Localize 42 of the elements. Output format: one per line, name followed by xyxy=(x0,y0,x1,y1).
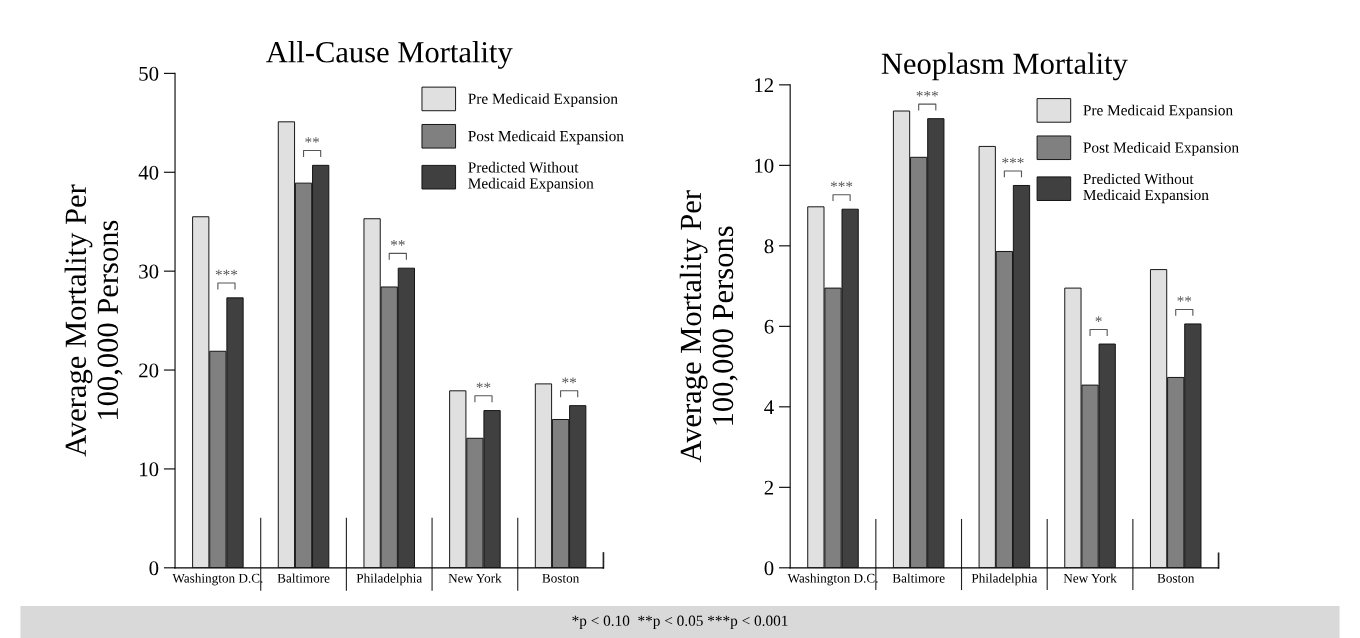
x-tick-label: Philadelphia xyxy=(971,573,1038,586)
y-axis-title: Average Mortality Per 100,000 Persons xyxy=(679,190,738,463)
legend-label: Predicted Without Medicaid Expansion xyxy=(1083,173,1209,204)
chart-title: All-Cause Mortality xyxy=(266,41,513,69)
annotation: ** xyxy=(562,377,577,384)
x-tick-label: Baltimore xyxy=(277,573,330,583)
x-tick-label: New York xyxy=(1063,573,1117,583)
annotation: *** xyxy=(1002,157,1024,164)
y-tick-label: 12 xyxy=(755,78,774,93)
y-tick-label: 10 xyxy=(755,158,774,173)
text: *p < 0.10 **p < 0.05 ***p < 0.001 xyxy=(572,615,788,629)
y-tick-label: 6 xyxy=(764,319,774,334)
y-tick-label: 10 xyxy=(140,462,159,477)
legend-label: Pre Medicaid Expansion xyxy=(1083,104,1233,119)
y-tick-label: 4 xyxy=(764,400,774,415)
x-tick-label: New York xyxy=(448,573,502,583)
x-tick-label: Boston xyxy=(1157,573,1195,583)
x-tick-label: Boston xyxy=(542,573,580,583)
annotation: *** xyxy=(916,90,938,97)
y-tick-label: 50 xyxy=(139,66,159,81)
legend-label: Pre Medicaid Expansion xyxy=(468,93,618,108)
legend-label: Post Medicaid Expansion xyxy=(1083,142,1239,156)
legend-label: Post Medicaid Expansion xyxy=(468,130,624,145)
y-tick-label: 20 xyxy=(139,363,159,378)
annotation: ** xyxy=(390,240,405,246)
annotation: ** xyxy=(1177,296,1192,302)
y-tick-label: 2 xyxy=(764,480,774,495)
y-tick-label: 8 xyxy=(764,239,774,254)
annotation: *** xyxy=(215,269,238,276)
y-axis-title: Average Mortality Per 100,000 Persons xyxy=(64,184,123,457)
y-tick-label: 0 xyxy=(764,561,774,576)
x-tick-label: Philadelphia xyxy=(356,573,423,586)
chart-title: Neoplasm Mortality xyxy=(881,52,1128,81)
y-tick-label: 0 xyxy=(149,561,159,576)
x-tick-label: Baltimore xyxy=(892,573,945,583)
annotation: ** xyxy=(305,137,320,143)
annotation: *** xyxy=(830,181,853,188)
y-tick-label: 30 xyxy=(139,264,159,279)
annotation: ** xyxy=(476,382,491,389)
y-tick-label: 40 xyxy=(138,165,159,180)
annotation: * xyxy=(1095,316,1102,322)
legend-label: Predicted Without Medicaid Expansion xyxy=(468,161,594,192)
